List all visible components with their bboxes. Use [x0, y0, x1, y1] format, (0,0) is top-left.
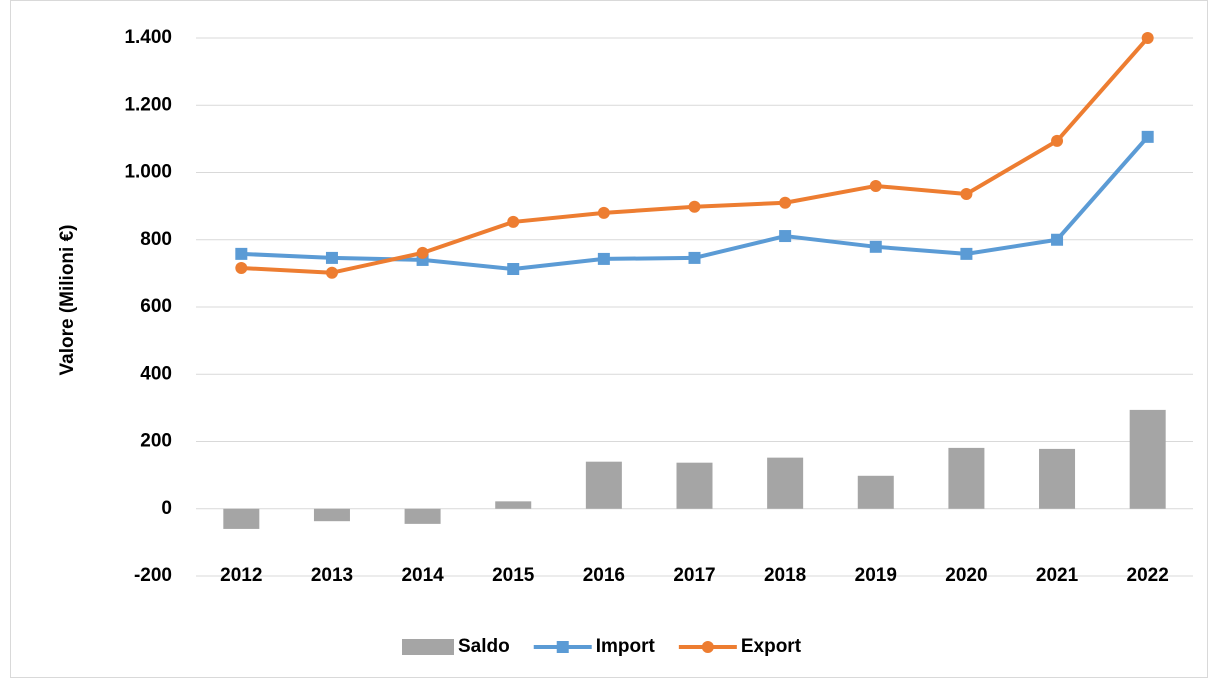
bar: [948, 447, 985, 509]
line-marker: [1051, 134, 1064, 147]
x-tick-label: 2021: [1036, 565, 1079, 586]
line-marker: [779, 230, 792, 243]
bar: [857, 475, 894, 509]
legend-swatch: [402, 639, 454, 655]
line-marker: [507, 215, 520, 228]
bar: [585, 461, 622, 509]
y-tick-label: 1.000: [124, 162, 172, 183]
x-tick-label: 2017: [673, 565, 715, 586]
x-tick-label: 2018: [764, 565, 806, 586]
bar: [676, 462, 713, 509]
line-marker: [1141, 32, 1154, 44]
line-marker: [869, 179, 882, 192]
y-tick-label: 200: [140, 431, 172, 452]
line-marker: [325, 266, 338, 279]
bar: [495, 501, 532, 509]
x-tick-label: 2013: [311, 565, 353, 586]
x-tick-label: 2012: [220, 565, 262, 586]
bar: [404, 508, 441, 524]
x-tick-label: 2014: [401, 565, 444, 586]
x-tick-label: 2015: [492, 565, 535, 586]
line-marker: [1051, 233, 1064, 246]
legend-label: Export: [741, 636, 802, 657]
line-marker: [960, 188, 973, 201]
bar: [313, 508, 350, 522]
y-tick-label: -200: [134, 565, 172, 586]
bar: [1039, 448, 1076, 509]
line-marker: [597, 252, 610, 265]
y-tick-label: 600: [140, 296, 172, 317]
bar: [1129, 409, 1166, 509]
legend-marker: [701, 641, 714, 653]
line-marker: [235, 247, 248, 260]
bar: [223, 508, 260, 529]
legend-label: Import: [596, 636, 656, 657]
y-tick-label: 800: [140, 229, 172, 250]
y-tick-label: 0: [161, 498, 172, 519]
line-marker: [960, 247, 973, 260]
line-marker: [688, 251, 701, 264]
line-marker: [1141, 130, 1154, 143]
x-tick-label: 2016: [583, 565, 625, 586]
x-tick-label: 2019: [855, 565, 897, 586]
bar: [767, 457, 804, 509]
line-marker: [416, 246, 429, 259]
y-tick-label: 1.200: [124, 94, 172, 115]
legend-marker: [556, 641, 569, 653]
chart-frame: [10, 0, 1208, 678]
line-marker: [597, 206, 610, 219]
line-marker: [507, 263, 520, 276]
line-marker: [325, 251, 338, 264]
line-marker: [779, 196, 792, 209]
y-tick-label: 1.400: [124, 27, 172, 48]
legend-label: Saldo: [458, 636, 510, 657]
x-tick-label: 2022: [1127, 565, 1169, 586]
line-marker: [416, 253, 429, 266]
line-marker: [688, 200, 701, 213]
y-tick-label: 400: [140, 363, 172, 384]
line-marker: [869, 240, 882, 253]
y-axis-title: Valore (Milioni €): [57, 225, 78, 376]
line-marker: [235, 261, 248, 274]
x-tick-label: 2020: [945, 565, 987, 586]
